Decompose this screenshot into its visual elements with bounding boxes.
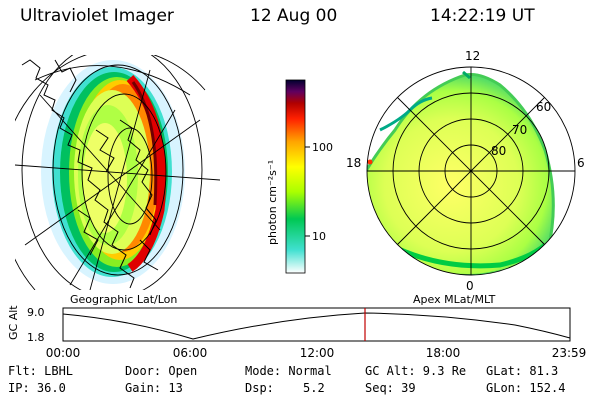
mlt-label-6: 6 [577,156,585,170]
info-glat: GLat: 81.3 [486,364,559,378]
geo-panel-caption: Geographic Lat/Lon [70,293,177,306]
timeline-xtick-2359: 23:59 [552,346,587,360]
mlat-label-80: 80 [491,144,506,158]
date-label: 12 Aug 00 [250,6,338,26]
mlt-label-12: 12 [465,49,480,63]
timeline-xtick-1800: 18:00 [426,346,461,360]
polar-panel-caption: Apex MLat/MLT [413,293,496,306]
timeline-xtick-1200: 12:00 [300,346,335,360]
colorbar-unit-label: photon cm⁻²s⁻¹ [266,160,279,245]
timeline-ylabel: GC Alt [7,305,20,340]
timeline-xtick-0000: 00:00 [46,346,81,360]
instrument-title: Ultraviolet Imager [20,6,174,26]
info-mode: Mode: Normal [245,364,332,378]
timeline-ytick-9: 9.0 [27,306,45,319]
colorbar-tick-label-100: 100 [312,141,333,154]
info-glon: GLon: 152.4 [486,381,566,395]
mlt-label-0: 0 [466,279,474,293]
mlt-label-18: 18 [346,156,361,170]
timeline-xtick-0600: 06:00 [173,346,208,360]
colorbar-tick-label-10: 10 [312,230,326,243]
time-label: 14:22:19 UT [430,6,535,26]
colorbar [285,79,306,274]
mlat-label-70: 70 [512,123,527,137]
mlat-label-60: 60 [536,100,551,114]
info-dsp-label: Dsp: [245,381,274,395]
info-filter: Flt: LBHL [8,364,74,378]
info-seq: Seq: 39 [365,381,416,395]
polar-image [366,66,576,276]
geographic-image [15,55,220,290]
altitude-timeline [62,307,571,342]
info-gain: Gain: 13 [125,381,183,395]
timeline-ytick-1-8: 1.8 [27,331,45,344]
info-ip: IP: 36.0 [8,381,66,395]
info-door: Door: Open [125,364,198,378]
info-dsp-value: 5.2 [303,381,325,395]
info-gc-alt: GC Alt: 9.3 Re [365,364,467,378]
